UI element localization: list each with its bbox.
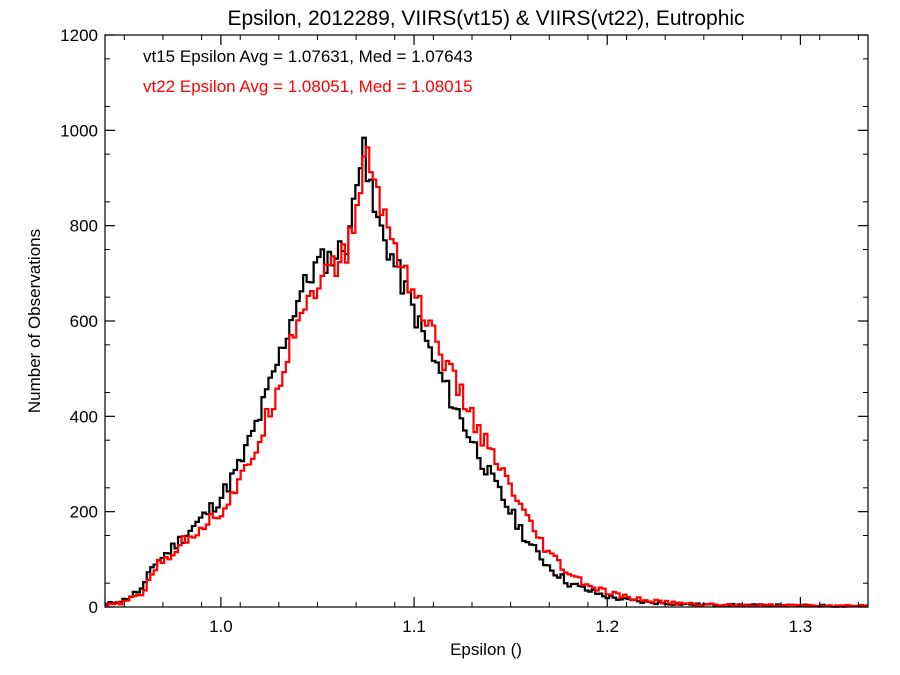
y-tick-label: 0 [89,598,98,617]
vt15-stat-annotation: vt15 Epsilon Avg = 1.07631, Med = 1.0764… [143,47,473,66]
y-tick-label: 400 [70,407,98,426]
plot-area [105,136,868,608]
x-tick-label: 1.0 [209,617,233,636]
y-axis-label: Number of Observations [25,229,44,413]
axes: 1.0 1.1 1.2 1.3 0 200 400 600 800 1000 1200 [60,26,868,636]
plot-frame [104,34,869,608]
x-tick-label: 1.2 [595,617,619,636]
y-tick-label: 1200 [60,26,98,45]
series-vt15-histogram [105,136,868,608]
vt22-stat-annotation: vt22 Epsilon Avg = 1.08051, Med = 1.0801… [143,77,473,96]
x-axis-label: Epsilon () [450,640,522,659]
chart-title: Epsilon, 2012289, VIIRS(vt15) & VIIRS(vt… [227,7,744,30]
x-tick-label: 1.3 [789,617,813,636]
y-tick-label: 1000 [60,121,98,140]
y-tick-label: 600 [70,312,98,331]
x-tick-label: 1.1 [402,617,426,636]
y-tick-label: 200 [70,503,98,522]
y-tick-label: 800 [70,217,98,236]
series-vt22-histogram [105,146,868,608]
